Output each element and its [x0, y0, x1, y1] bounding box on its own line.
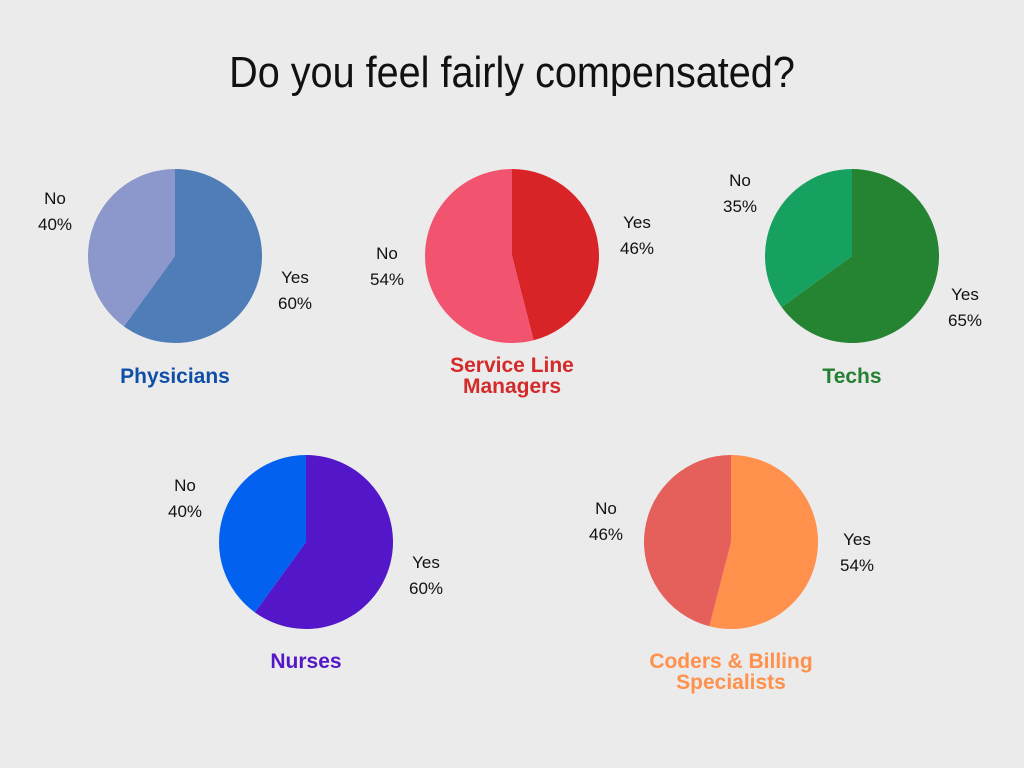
- slice-value-coders-billing-specialists-yes: 54%: [840, 556, 874, 575]
- pie-slice-nurses-yes: [254, 455, 394, 629]
- slice-label-service-line-managers-no: No: [376, 244, 398, 263]
- group-label-nurses: Nurses: [270, 650, 341, 673]
- slice-value-nurses-yes: 60%: [409, 579, 443, 598]
- pie-slice-techs-yes: [781, 169, 939, 344]
- slice-value-service-line-managers-no: 54%: [370, 270, 404, 289]
- slice-label-techs-no: No: [729, 171, 751, 190]
- slice-label-coders-billing-specialists-no: No: [595, 499, 617, 518]
- slice-value-techs-yes: 65%: [948, 311, 982, 330]
- pie-slice-nurses-no: [219, 455, 306, 613]
- pie-physicians: Yes 60% No 40% Physicians: [38, 169, 312, 388]
- pie-slice-service-line-managers-yes: [512, 169, 599, 341]
- slice-label-techs-yes: Yes: [951, 285, 979, 304]
- slice-label-service-line-managers-yes: Yes: [623, 213, 651, 232]
- group-label-coders-billing-specialists-line-1: Coders & Billing: [649, 650, 812, 673]
- pie-slice-physicians-yes: [123, 169, 262, 343]
- pie-slice-service-line-managers-no: [424, 169, 534, 343]
- pie-nurses: Yes 60% No 40% Nurses: [168, 455, 443, 673]
- group-label-service-line-managers-line-2: Managers: [463, 375, 561, 398]
- slice-label-physicians-yes: Yes: [281, 268, 309, 287]
- slice-value-techs-no: 35%: [723, 197, 757, 216]
- slice-value-service-line-managers-yes: 46%: [620, 239, 654, 258]
- pie-techs: Yes 65% No 35% Techs: [723, 169, 982, 388]
- pie-slice-coders-billing-specialists-yes: [709, 455, 819, 629]
- slice-label-nurses-no: No: [174, 476, 196, 495]
- slice-value-physicians-yes: 60%: [278, 294, 312, 313]
- group-label-physicians: Physicians: [120, 365, 230, 388]
- pie-slice-physicians-no: [87, 169, 175, 327]
- group-label-service-line-managers-line-1: Service Line: [450, 354, 574, 377]
- pie-slice-coders-billing-specialists-no: [644, 455, 731, 627]
- slice-label-physicians-no: No: [44, 189, 66, 208]
- group-label-coders-billing-specialists-line-2: Specialists: [676, 671, 786, 694]
- slice-value-nurses-no: 40%: [168, 502, 202, 521]
- pie-slice-techs-no: [765, 169, 852, 308]
- slice-label-coders-billing-specialists-yes: Yes: [843, 530, 871, 549]
- slice-label-nurses-yes: Yes: [412, 553, 440, 572]
- slice-value-physicians-no: 40%: [38, 215, 72, 234]
- group-label-techs: Techs: [822, 365, 881, 388]
- chart-title: Do you feel fairly compensated?: [229, 48, 795, 97]
- slice-value-coders-billing-specialists-no: 46%: [589, 525, 623, 544]
